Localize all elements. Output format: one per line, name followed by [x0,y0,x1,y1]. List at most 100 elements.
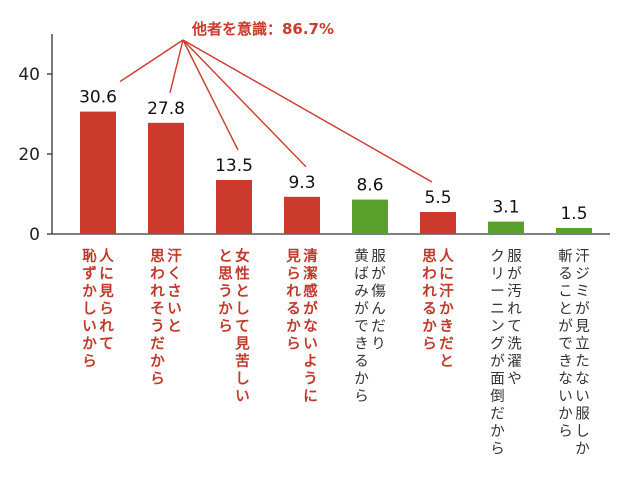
category-label-char: 面 [490,372,505,388]
category-label-char: し [575,424,590,440]
bar [284,196,320,234]
category-label-char: ら [558,424,573,440]
category-label-char: ば [354,266,369,283]
category-label-char: が [303,300,318,318]
category-label-char: わ [150,266,165,283]
category-labels: 人に見られて恥ずかしいから汗くさいと思われそうだから女性として見苦しいと思うから… [82,247,590,458]
category-label-char: ら [286,336,301,353]
category-label-char: 倒 [490,388,505,405]
category-label-char: し [82,301,97,318]
category-label-char: う [150,318,165,335]
category-label-char: な [558,371,573,388]
category-label-char: さ [167,283,182,300]
category-label-char: 苦 [235,352,250,370]
bar [216,180,252,234]
category-label-char: 汚 [507,283,522,300]
category-label-char: ん [371,302,386,318]
category-label-char: そ [150,302,165,318]
category-label-char: か [354,371,369,388]
category-label-char: 立 [575,336,590,353]
category-label-char: 潔 [303,265,318,283]
category-label-char: い [575,389,590,405]
category-label-char: に [439,267,454,283]
category-label-char: 黄 [354,248,369,265]
category-label-char: か [439,301,454,318]
category-label-char: ら [82,353,97,370]
category-label-char: う [218,283,233,300]
category-label-char: 見 [98,283,114,300]
category-label-char: だ [150,336,165,353]
category-label-char: 見 [234,336,250,353]
category-label-char: き [558,353,573,370]
category-label-char: な [303,318,318,335]
category-label-char: い [167,302,182,318]
y-tick-label: 40 [18,65,40,85]
bars: 30.6 27.8 13.5 9.3 8.6 5.5 3.1 1.5 [79,88,592,234]
category-label-char: 感 [303,282,318,300]
category-label-char: 清 [303,247,318,265]
category-label-char: 服 [507,249,522,265]
category-label-char: 性 [235,265,250,283]
category-label-char: 思 [422,248,437,265]
category-label-char: に [99,267,114,283]
annotation-leader-line [169,39,184,93]
category-label-char: か [82,283,97,300]
category-label-char: に [303,389,318,405]
category-label-char: か [218,301,233,318]
category-label-char: か [82,336,97,353]
category-label-char: 恥 [82,248,97,265]
category-label-char: 人 [99,248,114,265]
category-label-char: れ [286,283,301,300]
category-label-char: れ [150,283,165,300]
category-label-char: う [303,371,318,388]
category-label-char: み [354,284,369,300]
category-label-char: れ [422,283,437,300]
category-label-char: る [422,302,437,318]
category-label-char: グ [490,336,505,353]
category-label-char: か [150,353,165,370]
bar-value-label: 3.1 [492,198,519,218]
category-label-char: 人 [439,248,454,265]
category-label-char: い [235,389,250,405]
category-label-char: 服 [371,249,386,265]
category-label-char: ジ [575,267,590,283]
annotation-leader-line [119,39,184,83]
category-label-char: が [371,266,386,283]
bar [148,122,184,234]
category-label-char: ニ [490,302,505,318]
category-label-char: と [218,248,233,265]
y-tick-label: 0 [29,225,40,245]
category-label-char: と [439,353,454,370]
category-label-char: く [167,266,182,283]
category-label-char: 見 [285,248,301,265]
category-label-char: ン [490,319,505,335]
category-label-char: か [490,423,505,440]
bar [488,221,524,234]
category-label-char: れ [99,318,114,335]
category-label-char: だ [371,319,386,335]
category-label-char: 服 [575,407,590,423]
category-label-char: 汗 [575,248,590,265]
category-label-char: き [354,336,369,353]
category-label-char: だ [439,336,454,353]
category-label-char: 斬 [558,248,573,265]
category-label-char: 傷 [371,283,386,300]
category-label-char: わ [422,266,437,283]
category-label-char: い [558,389,573,405]
bar-value-label: 27.8 [147,99,185,119]
category-label-char: て [507,319,522,335]
category-label-char: ー [490,284,505,300]
y-tick-label: 20 [18,145,40,165]
category-label-char: れ [507,301,522,318]
category-label-char: ら [286,266,301,283]
category-label-char: で [354,319,369,335]
category-label-char: ず [82,265,97,283]
bar-value-label: 13.5 [215,156,253,176]
bar [420,212,456,234]
